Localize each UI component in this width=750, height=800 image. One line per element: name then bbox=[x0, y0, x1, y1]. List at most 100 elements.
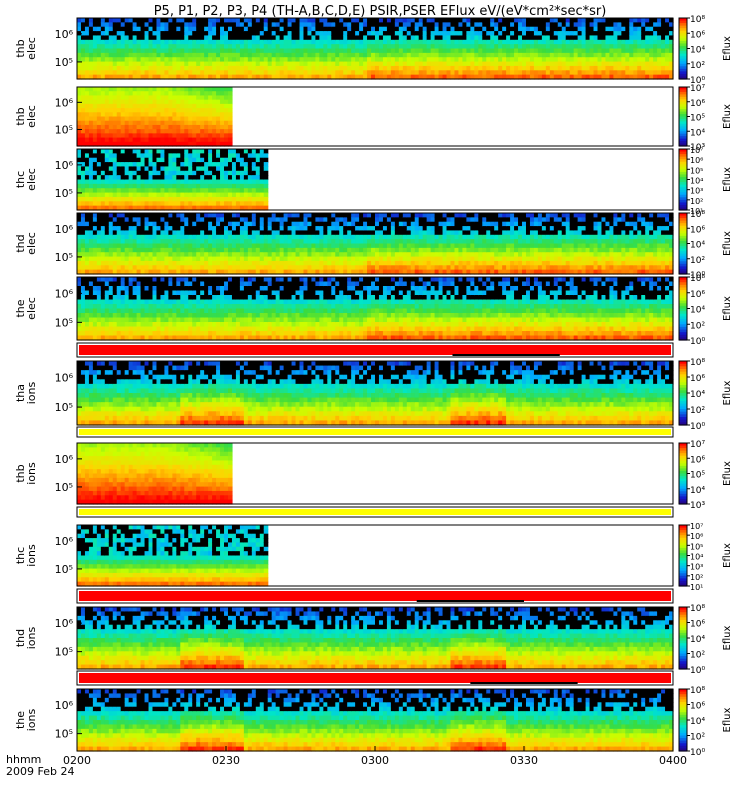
colorbar-tick-label: 10⁴ bbox=[690, 177, 703, 186]
colorbar-tick-label: 10⁶ bbox=[690, 702, 705, 712]
colorbar-tick-label: 10⁴ bbox=[690, 390, 705, 400]
colorbar-tick-label: 10⁰ bbox=[690, 748, 705, 758]
colorbar-tick-label: 10¹ bbox=[690, 583, 703, 592]
colorbar-tick-label: 10⁸ bbox=[690, 15, 705, 25]
colorbar-tick-label: 10⁰ bbox=[690, 271, 705, 281]
spectrogram-image bbox=[77, 87, 233, 147]
mode-bar bbox=[76, 506, 674, 518]
spectrogram-image bbox=[77, 361, 674, 426]
colorbar-tick-label: 10⁰ bbox=[690, 422, 705, 432]
spectrogram-image bbox=[77, 525, 269, 587]
x-tick-label: 0300 bbox=[361, 754, 389, 767]
colorbar-tick-label: 10⁷ bbox=[690, 522, 703, 531]
spectrogram-image bbox=[77, 277, 674, 341]
y-tick-label: 10⁵ bbox=[55, 481, 73, 494]
colorbar-label: Eflux bbox=[722, 36, 733, 61]
colorbar-tick-label: 10⁶ bbox=[690, 99, 705, 109]
colorbar-label: Eflux bbox=[722, 104, 733, 129]
y-tick-label: 10⁵ bbox=[55, 563, 73, 576]
colorbar-tick-label: 10⁸ bbox=[690, 686, 705, 696]
figure-title: P5, P1, P2, P3, P4 (TH-A,B,C,D,E) PSIR,P… bbox=[154, 4, 607, 19]
colorbar-tick-label: 10⁶ bbox=[690, 30, 705, 40]
panel-label: thbions bbox=[14, 462, 38, 485]
mode-bar bbox=[76, 670, 674, 686]
panel-frame bbox=[76, 148, 674, 211]
colorbar-tick-label: 10⁵ bbox=[690, 471, 705, 481]
colorbar-tick-label: 10⁴ bbox=[690, 635, 705, 645]
panel-frame bbox=[76, 212, 674, 275]
y-tick-label: 10⁵ bbox=[55, 251, 73, 264]
y-tick-label: 10⁶ bbox=[55, 372, 74, 385]
spectrogram-panels: 10⁵ 10⁶ thbelec 10⁰ 10² 10⁴ 10⁶ 10⁸ Eflux 10⁵ 10⁶ t… bbox=[14, 15, 733, 758]
colorbar-tick-label: 10⁷ bbox=[690, 146, 703, 155]
colorbar: 10³ 10⁴ 10⁵ 10⁶ 10⁷ Eflux bbox=[678, 84, 733, 153]
colorbar-tick-label: 10⁰ bbox=[690, 666, 705, 676]
x-tick-label: 0230 bbox=[212, 754, 240, 767]
colorbar-tick-label: 10⁶ bbox=[690, 290, 705, 300]
panel-frame bbox=[76, 606, 674, 670]
colorbar-tick-label: 10² bbox=[690, 573, 703, 582]
y-tick-label: 10⁶ bbox=[55, 96, 74, 109]
panel-label: thaions bbox=[14, 381, 38, 404]
y-tick-label: 10⁵ bbox=[55, 401, 73, 414]
spectrogram-image bbox=[77, 149, 269, 211]
y-tick-label: 10⁶ bbox=[55, 535, 74, 548]
colorbar-tick-label: 10² bbox=[690, 197, 703, 206]
x-tick-label: 0400 bbox=[659, 754, 687, 767]
y-tick-label: 10⁶ bbox=[55, 223, 74, 236]
colorbar-tick-label: 10² bbox=[690, 61, 705, 71]
y-tick-label: 10⁶ bbox=[55, 159, 74, 172]
y-tick-label: 10⁵ bbox=[55, 187, 73, 200]
panel-frame bbox=[76, 276, 674, 341]
colorbar-tick-label: 10⁴ bbox=[690, 486, 705, 496]
spectrogram-image bbox=[77, 18, 674, 80]
colorbar-tick-label: 10⁴ bbox=[690, 553, 703, 562]
colorbar-tick-label: 10⁵ bbox=[690, 166, 703, 175]
spectrogram-image bbox=[77, 443, 233, 505]
colorbar-tick-label: 10⁰ bbox=[690, 337, 705, 347]
panel-label: thdions bbox=[14, 626, 38, 649]
colorbar-label: Eflux bbox=[722, 543, 733, 568]
y-tick-label: 10⁵ bbox=[55, 316, 73, 329]
colorbar-tick-label: 10¹ bbox=[690, 207, 703, 216]
y-tick-label: 10⁵ bbox=[55, 56, 73, 69]
colorbar-tick-label: 10² bbox=[690, 321, 705, 331]
y-tick-label: 10⁵ bbox=[55, 728, 73, 741]
colorbar-tick-label: 10⁶ bbox=[690, 455, 705, 465]
panel-label: thbelec bbox=[14, 105, 38, 128]
colorbar-tick-label: 10³ bbox=[690, 563, 703, 572]
colorbar-tick-label: 10⁶ bbox=[690, 225, 705, 235]
mode-bar bbox=[76, 342, 674, 358]
y-tick-label: 10⁵ bbox=[55, 646, 73, 659]
x-tick-label: 0200 bbox=[63, 754, 91, 767]
colorbar-tick-label: 10³ bbox=[690, 501, 705, 511]
colorbar: 10³ 10⁴ 10⁵ 10⁶ 10⁷ Eflux bbox=[678, 440, 733, 511]
colorbar-label: Eflux bbox=[722, 461, 733, 486]
colorbar-label: Eflux bbox=[722, 707, 733, 732]
y-tick-label: 10⁶ bbox=[55, 699, 74, 712]
spectrogram-image bbox=[77, 689, 674, 752]
colorbar-label: Eflux bbox=[722, 625, 733, 650]
colorbar-tick-label: 10² bbox=[690, 651, 705, 661]
x-tick-label: 0330 bbox=[510, 754, 538, 767]
y-tick-label: 10⁵ bbox=[55, 124, 73, 137]
colorbar-label: Eflux bbox=[722, 296, 733, 321]
panel-label: thcions bbox=[14, 544, 38, 567]
colorbar-tick-label: 10⁶ bbox=[690, 532, 703, 541]
colorbar-tick-label: 10⁴ bbox=[690, 46, 705, 56]
colorbar-tick-label: 10⁷ bbox=[690, 84, 705, 94]
mode-bar bbox=[76, 426, 674, 438]
colorbar-tick-label: 10⁸ bbox=[690, 358, 705, 368]
panel-frame bbox=[76, 360, 674, 426]
y-tick-label: 10⁶ bbox=[55, 453, 74, 466]
colorbar-tick-label: 10³ bbox=[690, 187, 703, 196]
colorbar-tick-label: 10⁴ bbox=[690, 306, 705, 316]
spectrogram-image bbox=[77, 607, 674, 670]
colorbar-tick-label: 10⁸ bbox=[690, 274, 705, 284]
colorbar: 10⁰ 10² 10⁴ 10⁶ 10⁸ Eflux bbox=[678, 15, 733, 86]
colorbar-tick-label: 10⁴ bbox=[690, 128, 705, 138]
panel-label: thcelec bbox=[14, 168, 38, 191]
colorbar: 10⁰ 10² 10⁴ 10⁶ 10⁸ Eflux bbox=[678, 604, 733, 676]
